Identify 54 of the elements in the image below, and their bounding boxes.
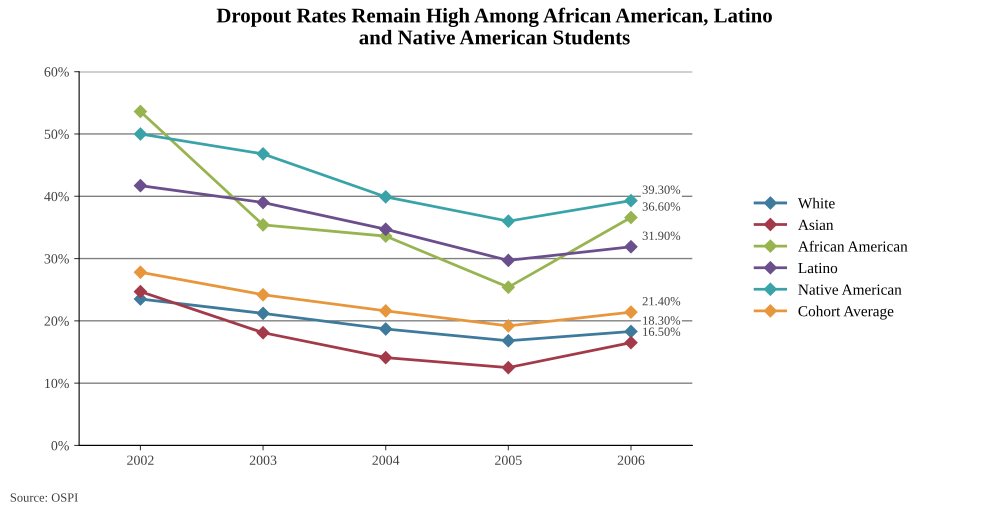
data-label: 31.90% [642, 232, 680, 240]
x-tick-label: 2002 [127, 456, 154, 465]
point [502, 360, 515, 374]
point [256, 288, 270, 302]
point [624, 210, 638, 224]
point [379, 351, 392, 364]
point [624, 194, 638, 208]
point [256, 218, 270, 232]
point [624, 324, 638, 338]
y-tick-label: 50% [44, 130, 69, 139]
data-label: 36.60% [642, 202, 680, 211]
point [134, 266, 148, 279]
legend-label: White [798, 198, 835, 209]
point [134, 104, 148, 118]
chart-title: Dropout Rates Remain High Among African American, Latino and Native American Students [216, 8, 772, 45]
y-tick-label: 40% [44, 192, 69, 202]
data-label: 18.30% [643, 316, 680, 325]
legend-label: Latino [798, 262, 838, 274]
point [502, 214, 515, 228]
data-label: 39.30% [642, 185, 680, 194]
y-tick-label: 10% [45, 378, 69, 388]
point [624, 306, 638, 319]
point [624, 336, 638, 350]
point [502, 334, 515, 348]
legend-label: Asian [798, 220, 834, 230]
point [379, 222, 392, 236]
source-note: Source: OSPI [10, 493, 78, 502]
point [256, 306, 270, 320]
x-tick-label: 2006 [618, 456, 644, 465]
point [379, 322, 392, 336]
point [134, 127, 148, 141]
x-tick-label: 2003 [250, 456, 276, 465]
y-tick-label: 60% [44, 67, 69, 77]
point [256, 326, 270, 340]
y-tick-label: 0% [51, 441, 69, 450]
point [624, 240, 638, 254]
point [502, 280, 515, 294]
point [379, 304, 392, 318]
data-label: 16.50% [643, 328, 680, 336]
legend-label: Cohort Average [798, 306, 894, 320]
x-tick-label: 2004 [372, 456, 400, 465]
legend-label: Native American [798, 284, 902, 295]
x-tick-label: 2005 [495, 456, 522, 465]
point [134, 284, 148, 298]
point [502, 319, 515, 332]
point [134, 179, 148, 192]
point [379, 190, 392, 204]
y-tick-label: 20% [44, 316, 69, 326]
y-tick-label: 30% [44, 254, 69, 264]
point [502, 254, 515, 268]
point [256, 196, 270, 210]
legend-label: African American [798, 240, 908, 252]
data-label: 21.40% [642, 296, 680, 306]
point [256, 147, 270, 160]
